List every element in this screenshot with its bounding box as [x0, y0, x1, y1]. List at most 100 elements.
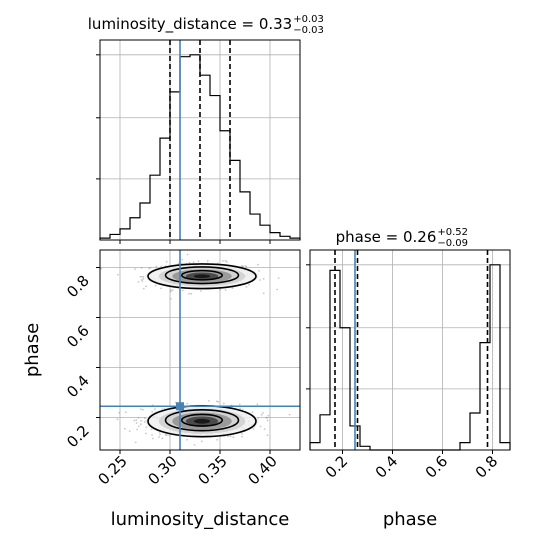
- scatter-point: [133, 419, 136, 422]
- scatter-point: [135, 422, 138, 424]
- phase-histogram-ticks: [306, 264, 493, 454]
- scatter-point: [266, 417, 268, 419]
- density-level-1-4: [193, 418, 211, 424]
- phase-title: phase = 0.26: [336, 228, 437, 246]
- scatter-point: [217, 400, 220, 403]
- scatter-point: [277, 277, 280, 279]
- scatter-point: [148, 267, 150, 270]
- scatter-point: [260, 413, 263, 416]
- scatter-point: [137, 416, 140, 419]
- luminosity-distance-title: luminosity_distance = 0.33: [88, 15, 292, 34]
- scatter-point: [248, 283, 251, 286]
- two-d-ticks: [96, 267, 271, 454]
- contour-0-0: [147, 263, 257, 290]
- scatter-point: [160, 265, 163, 268]
- scatter-point: [266, 434, 269, 437]
- scatter-point: [142, 408, 144, 411]
- luminosity-distance-vs-phase-panel: 0.25 0.30 0.35 0.40 0.2 0.4 0.6 0.8 luminosity…: [22, 249, 301, 530]
- contour-1-2: [180, 413, 224, 427]
- scatter-point: [190, 292, 193, 295]
- scatter-point: [137, 281, 140, 283]
- phase-y-tick-label-3: 0.8: [63, 272, 93, 302]
- scatter-point: [136, 428, 139, 431]
- phase-title-median: 0.26: [403, 228, 436, 246]
- scatter-point: [222, 260, 224, 262]
- phase-y-tick-labels: 0.2 0.4 0.6 0.8: [63, 272, 93, 452]
- lum-x-tick-label-3: 0.40: [244, 452, 280, 488]
- scatter-point: [139, 275, 142, 278]
- phase-y-axis-label: phase: [22, 323, 43, 377]
- scatter-point: [226, 260, 228, 263]
- scatter-point: [257, 263, 259, 266]
- scatter-point: [197, 260, 200, 263]
- scatter-point: [164, 434, 167, 436]
- scatter-point: [145, 432, 147, 435]
- scatter-point: [241, 265, 244, 268]
- lum-x-tick-label-1: 0.30: [144, 452, 180, 488]
- scatter-point: [135, 419, 138, 421]
- scatter-point: [181, 289, 184, 292]
- contour-0-1: [164, 266, 240, 285]
- phase-histogram-frame: [309, 249, 511, 451]
- scatter-point: [259, 279, 261, 281]
- scatter-point: [259, 425, 262, 428]
- scatter-point: [100, 267, 103, 270]
- scatter-point: [155, 265, 158, 268]
- phase-x-tick-labels: 0.2 0.4 0.6 0.8: [322, 452, 502, 482]
- scatter-point: [232, 436, 235, 439]
- scatter-point: [142, 287, 145, 290]
- scatter-point: [159, 433, 161, 436]
- scatter-point: [161, 437, 164, 440]
- scatter-point: [158, 436, 161, 438]
- scatter-point: [149, 266, 152, 269]
- phase-title-minus: −0.09: [437, 238, 468, 249]
- phase-x-tick-label-3: 0.8: [472, 452, 502, 482]
- phase-x-tick-label-0: 0.2: [322, 452, 352, 482]
- phase-quantile-lines: [334, 250, 489, 450]
- scatter-point: [181, 258, 184, 261]
- luminosity-distance-axis-label: luminosity_distance: [111, 509, 290, 530]
- scatter-point: [186, 402, 189, 405]
- scatter-point: [152, 437, 154, 440]
- scatter-point: [188, 292, 190, 295]
- phase-x-axis-label: phase: [383, 509, 437, 530]
- density-level-0-4: [193, 274, 211, 279]
- scatter-point: [200, 290, 202, 292]
- scatter-point: [256, 403, 259, 406]
- luminosity-distance-histogram-panel: luminosity_distance = 0.33 +0.03 −0.03: [88, 14, 324, 244]
- scatter-point: [288, 413, 291, 416]
- scatter-point: [142, 277, 145, 280]
- scatter-point: [140, 420, 142, 422]
- contour-0-2: [180, 269, 224, 281]
- scatter-point: [169, 290, 172, 293]
- scatter-point: [239, 407, 242, 410]
- scatter-point: [258, 269, 260, 272]
- phase-y-tick-label-2: 0.6: [63, 322, 93, 352]
- scatter-point: [186, 438, 188, 441]
- two-d-contours: [147, 263, 257, 438]
- scatter-point: [266, 419, 269, 422]
- luminosity-distance-histogram-frame: [99, 39, 301, 241]
- phase-title-label: phase: [336, 228, 381, 246]
- scatter-point: [262, 278, 265, 280]
- lum-x-tick-label-0: 0.25: [94, 452, 130, 488]
- scatter-point: [118, 411, 121, 414]
- phase-x-tick-label-2: 0.6: [422, 452, 452, 482]
- scatter-point: [231, 287, 234, 289]
- scatter-point: [124, 427, 126, 430]
- scatter-point: [116, 418, 119, 421]
- scatter-point: [262, 412, 264, 414]
- scatter-point: [137, 425, 140, 428]
- scatter-point: [117, 273, 119, 276]
- scatter-point: [165, 260, 168, 263]
- scatter-point: [229, 435, 232, 438]
- scatter-point: [124, 411, 127, 414]
- scatter-point: [141, 275, 143, 278]
- luminosity-distance-histogram-ticks: [96, 54, 271, 244]
- scatter-point: [245, 286, 248, 288]
- phase-y-tick-label-1: 0.4: [63, 372, 93, 402]
- scatter-point: [192, 261, 195, 264]
- phase-histogram-panel: 0.2 0.4 0.6 0.8 phase phase = 0.26 +0.52 −0…: [306, 227, 511, 530]
- scatter-point: [263, 428, 266, 430]
- scatter-point: [186, 253, 189, 256]
